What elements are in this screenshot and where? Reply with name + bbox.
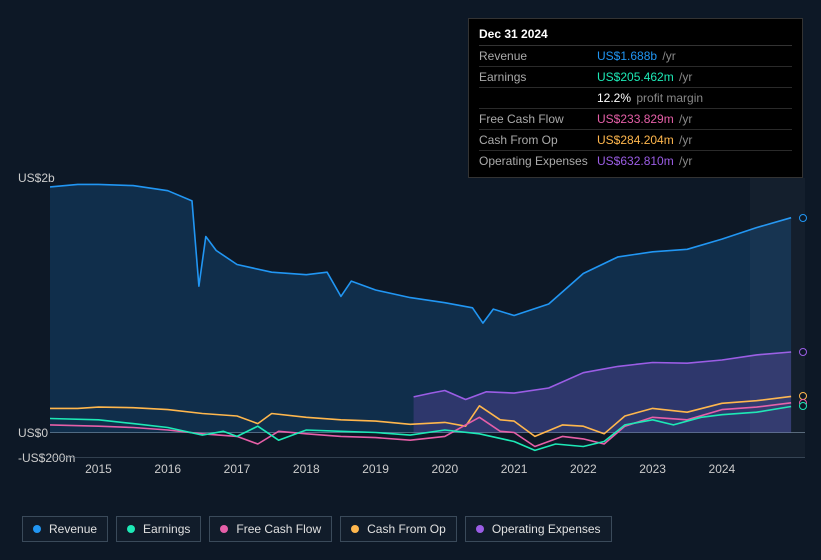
tooltip-label: Earnings	[479, 70, 597, 84]
chart-svg	[50, 178, 805, 458]
tooltip-row: Cash From OpUS$284.204m /yr	[479, 130, 792, 151]
x-axis-label: 2016	[154, 462, 181, 476]
tooltip-value: US$632.810m	[597, 154, 674, 168]
tooltip-label: Free Cash Flow	[479, 112, 597, 126]
tooltip-row: Free Cash FlowUS$233.829m /yr	[479, 109, 792, 130]
x-axis-label: 2021	[501, 462, 528, 476]
chart-plot-area[interactable]	[50, 178, 805, 458]
x-axis-label: 2022	[570, 462, 597, 476]
tooltip-unit: profit margin	[633, 91, 703, 105]
legend-item-operating-expenses[interactable]: Operating Expenses	[465, 516, 612, 542]
tooltip-unit: /yr	[676, 70, 693, 84]
legend-dot-icon	[351, 525, 359, 533]
tooltip-value: US$284.204m	[597, 133, 674, 147]
legend-dot-icon	[220, 525, 228, 533]
series-end-marker	[799, 214, 807, 222]
legend-dot-icon	[33, 525, 41, 533]
x-axis-label: 2024	[709, 462, 736, 476]
legend-item-revenue[interactable]: Revenue	[22, 516, 108, 542]
financial-chart: US$2bUS$0-US$200m 2015201620172018201920…	[18, 158, 821, 488]
tooltip-row: RevenueUS$1.688b /yr	[479, 46, 792, 67]
tooltip-value: US$233.829m	[597, 112, 674, 126]
legend-item-free-cash-flow[interactable]: Free Cash Flow	[209, 516, 332, 542]
legend-item-earnings[interactable]: Earnings	[116, 516, 201, 542]
x-axis-label: 2018	[293, 462, 320, 476]
tooltip-unit: /yr	[676, 133, 693, 147]
future-shade	[750, 178, 805, 458]
x-axis-label: 2020	[431, 462, 458, 476]
chart-tooltip: Dec 31 2024 RevenueUS$1.688b /yrEarnings…	[468, 18, 803, 178]
tooltip-unit: /yr	[676, 112, 693, 126]
legend-label: Free Cash Flow	[236, 522, 321, 536]
tooltip-value: US$205.462m	[597, 70, 674, 84]
x-axis-label: 2019	[362, 462, 389, 476]
tooltip-label: Revenue	[479, 49, 597, 63]
series-end-marker	[799, 402, 807, 410]
tooltip-label: Cash From Op	[479, 133, 597, 147]
legend-label: Cash From Op	[367, 522, 446, 536]
legend-label: Revenue	[49, 522, 97, 536]
legend-label: Earnings	[143, 522, 190, 536]
legend-dot-icon	[476, 525, 484, 533]
y-axis-label: US$0	[18, 426, 48, 440]
tooltip-value: 12.2%	[597, 91, 631, 105]
legend-item-cash-from-op[interactable]: Cash From Op	[340, 516, 457, 542]
x-axis-label: 2015	[85, 462, 112, 476]
tooltip-row: EarningsUS$205.462m /yr	[479, 67, 792, 88]
x-axis-label: 2023	[639, 462, 666, 476]
legend-dot-icon	[127, 525, 135, 533]
chart-legend: Revenue Earnings Free Cash Flow Cash From O…	[22, 516, 612, 542]
tooltip-value: US$1.688b	[597, 49, 657, 63]
tooltip-unit: /yr	[676, 154, 693, 168]
tooltip-label	[479, 91, 597, 105]
tooltip-row: Operating ExpensesUS$632.810m /yr	[479, 151, 792, 171]
tooltip-date: Dec 31 2024	[479, 25, 792, 46]
legend-label: Operating Expenses	[492, 522, 601, 536]
series-end-marker	[799, 348, 807, 356]
tooltip-unit: /yr	[659, 49, 676, 63]
tooltip-label: Operating Expenses	[479, 154, 597, 168]
x-axis-label: 2017	[224, 462, 251, 476]
tooltip-row: 12.2% profit margin	[479, 88, 792, 109]
